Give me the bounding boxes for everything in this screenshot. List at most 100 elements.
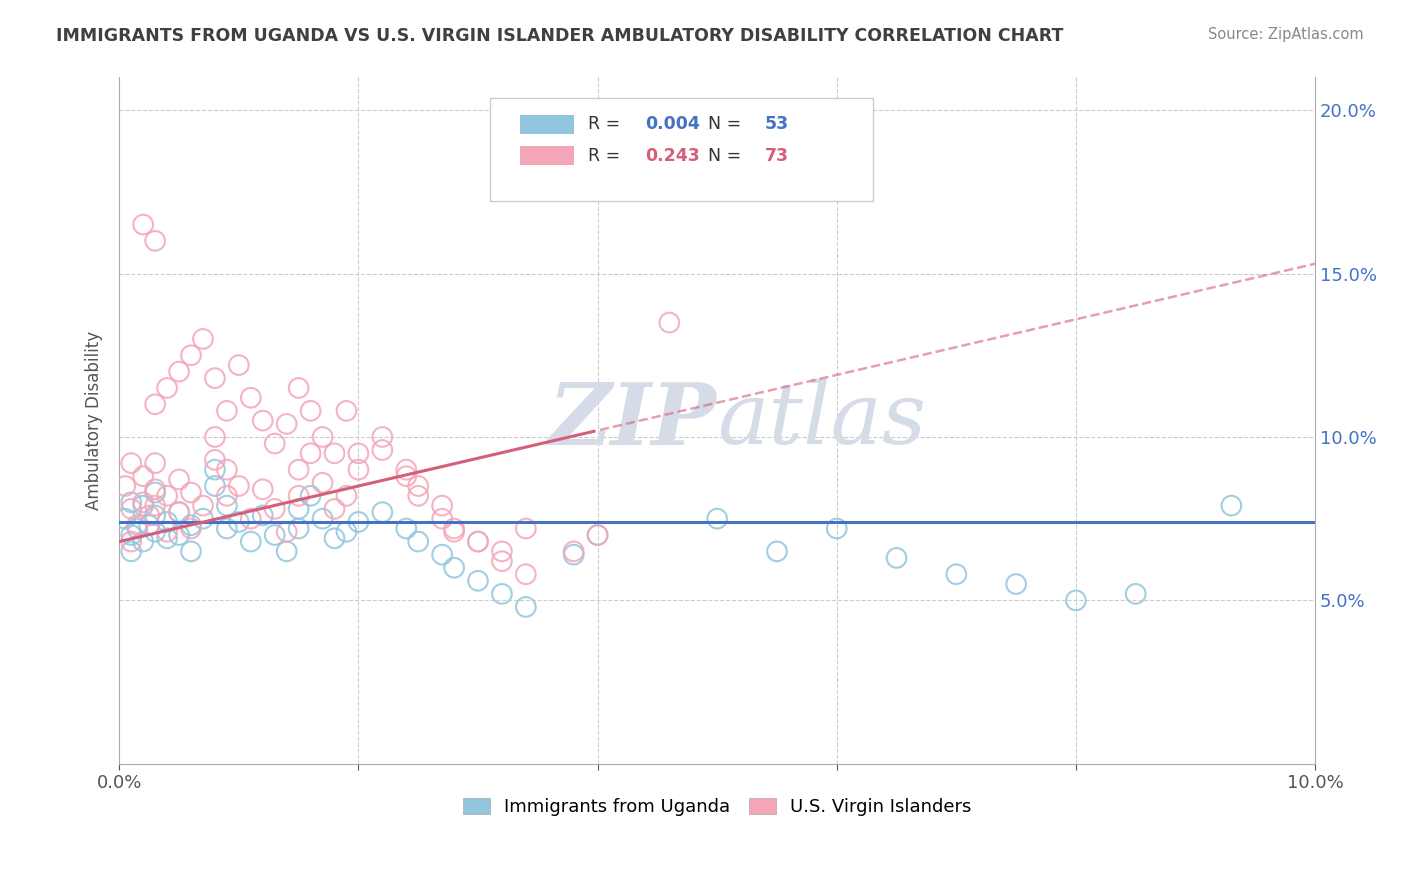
Point <box>467 534 489 549</box>
Point <box>228 515 250 529</box>
Point <box>430 499 453 513</box>
Point <box>1064 593 1087 607</box>
Point <box>1005 577 1028 591</box>
Point <box>276 417 298 431</box>
Point <box>143 456 166 470</box>
Point <box>143 483 166 497</box>
Point <box>204 453 226 467</box>
Point <box>562 548 585 562</box>
Point <box>406 534 429 549</box>
Point <box>156 531 179 545</box>
Text: atlas: atlas <box>717 379 927 462</box>
Point <box>287 381 309 395</box>
Point <box>515 567 537 582</box>
Point <box>167 505 190 519</box>
Point <box>299 489 322 503</box>
Point <box>156 381 179 395</box>
Point <box>156 515 179 529</box>
Text: IMMIGRANTS FROM UGANDA VS U.S. VIRGIN ISLANDER AMBULATORY DISABILITY CORRELATION: IMMIGRANTS FROM UGANDA VS U.S. VIRGIN IS… <box>56 27 1063 45</box>
Point <box>406 479 429 493</box>
Point <box>132 495 155 509</box>
Point <box>886 550 908 565</box>
Point <box>215 404 238 418</box>
Point <box>228 479 250 493</box>
Point <box>515 521 537 535</box>
Point <box>443 560 465 574</box>
Point <box>132 218 155 232</box>
Point <box>287 489 309 503</box>
Point <box>491 587 513 601</box>
Point <box>120 456 142 470</box>
Point <box>132 534 155 549</box>
Text: 0.243: 0.243 <box>645 146 700 165</box>
Point <box>467 534 489 549</box>
Point <box>239 534 262 549</box>
Point <box>127 521 149 535</box>
Point <box>658 316 681 330</box>
Point <box>204 479 226 493</box>
Point <box>180 544 202 558</box>
Text: 53: 53 <box>765 115 789 133</box>
Point <box>276 524 298 539</box>
Point <box>1220 499 1243 513</box>
Text: N =: N = <box>707 146 747 165</box>
Point <box>204 463 226 477</box>
Text: 73: 73 <box>765 146 789 165</box>
Point <box>167 365 190 379</box>
Point <box>299 446 322 460</box>
Point <box>706 511 728 525</box>
Point <box>491 554 513 568</box>
Point <box>167 528 190 542</box>
Point <box>132 469 155 483</box>
Point <box>191 511 214 525</box>
Point <box>323 446 346 460</box>
Point <box>120 528 142 542</box>
Point <box>371 430 394 444</box>
Point <box>311 511 333 525</box>
Text: Source: ZipAtlas.com: Source: ZipAtlas.com <box>1208 27 1364 42</box>
Point <box>311 475 333 490</box>
Point <box>191 332 214 346</box>
Text: R =: R = <box>588 146 626 165</box>
Point <box>825 521 848 535</box>
Point <box>395 521 418 535</box>
Point <box>347 446 370 460</box>
Point <box>215 521 238 535</box>
Point <box>120 495 142 509</box>
Point <box>299 404 322 418</box>
Point <box>371 443 394 458</box>
Point <box>156 489 179 503</box>
Text: 0.004: 0.004 <box>645 115 700 133</box>
Point <box>138 508 160 523</box>
FancyBboxPatch shape <box>520 146 574 165</box>
FancyBboxPatch shape <box>520 114 574 134</box>
Point <box>143 234 166 248</box>
Point <box>263 436 285 450</box>
Point <box>467 574 489 588</box>
Point <box>228 358 250 372</box>
Point <box>586 528 609 542</box>
Point <box>1125 587 1147 601</box>
Point <box>120 534 142 549</box>
Point <box>766 544 789 558</box>
Point <box>180 518 202 533</box>
Point <box>263 528 285 542</box>
Point <box>180 485 202 500</box>
Y-axis label: Ambulatory Disability: Ambulatory Disability <box>86 331 103 510</box>
Point <box>143 508 166 523</box>
Point <box>945 567 967 582</box>
Point <box>114 511 136 525</box>
Point <box>215 499 238 513</box>
Point <box>143 499 166 513</box>
Point <box>287 501 309 516</box>
Point <box>143 524 166 539</box>
Point <box>156 524 179 539</box>
Point <box>287 463 309 477</box>
Point <box>252 414 274 428</box>
Point <box>586 528 609 542</box>
Point <box>143 397 166 411</box>
Point <box>287 521 309 535</box>
Point <box>215 463 238 477</box>
Point <box>371 505 394 519</box>
Point <box>311 430 333 444</box>
